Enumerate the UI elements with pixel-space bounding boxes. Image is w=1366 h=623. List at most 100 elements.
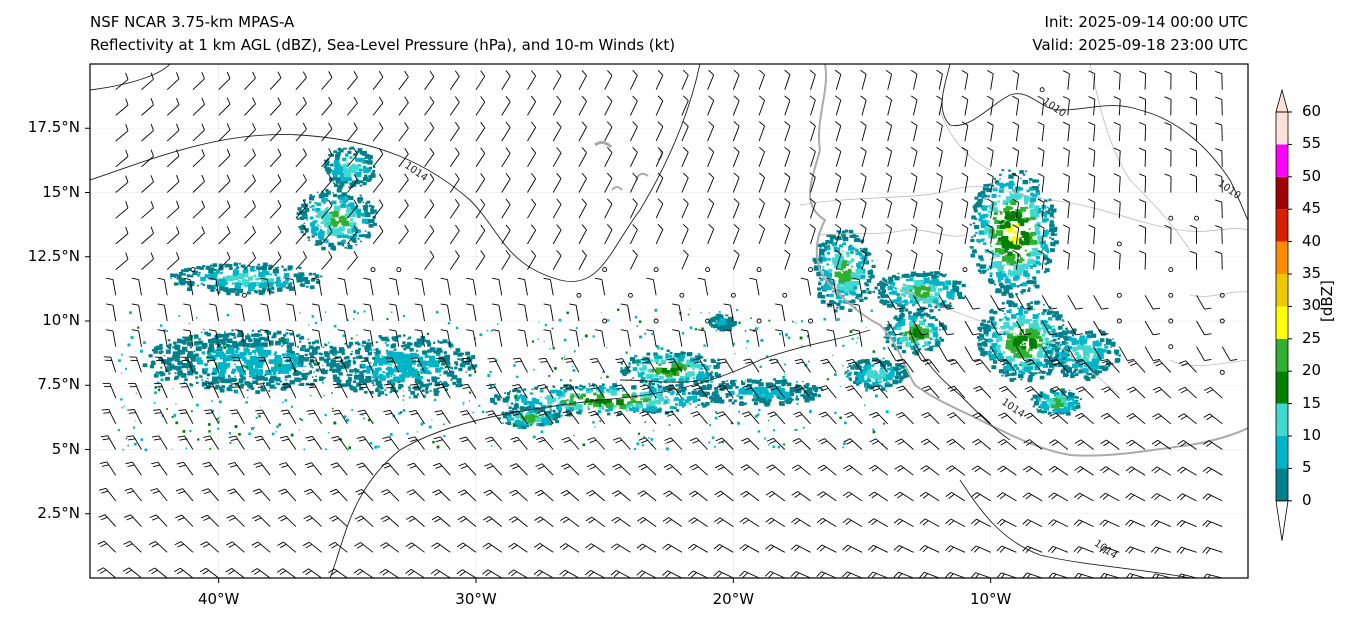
wind-barb <box>1151 466 1172 476</box>
wind-barb <box>732 95 740 116</box>
wind-barb <box>1093 320 1109 336</box>
wind-barb <box>115 201 129 219</box>
wind-barb <box>944 572 966 578</box>
wind-barb <box>1144 320 1161 336</box>
wind-barb <box>681 95 689 116</box>
wind-barb <box>385 357 400 373</box>
wind-barb <box>1189 96 1197 116</box>
wind-barb <box>141 149 154 168</box>
wind-barb <box>329 515 348 527</box>
wind-barb <box>1189 225 1197 244</box>
wind-barb <box>1012 224 1020 244</box>
calm-wind-circle <box>782 292 788 298</box>
wind-barb <box>809 69 816 90</box>
wind-barb <box>578 147 587 168</box>
wind-barb <box>893 518 914 527</box>
wind-barb <box>459 436 477 450</box>
wind-barb <box>461 357 477 373</box>
wind-barb <box>1203 413 1223 425</box>
wind-barb <box>739 570 760 578</box>
wind-barb <box>424 147 435 168</box>
wind-barb <box>589 358 606 373</box>
colorbar-tick-label: 60 <box>1302 102 1322 120</box>
wind-barb <box>843 464 863 476</box>
echo-cluster <box>170 262 323 296</box>
wind-barb <box>640 384 657 399</box>
wind-barb <box>141 123 154 142</box>
wind-barb <box>552 250 562 270</box>
wind-barb <box>681 121 689 142</box>
wind-barb <box>321 122 333 142</box>
wind-barb <box>895 438 914 450</box>
wind-barb <box>1049 412 1069 425</box>
wind-barb <box>852 303 863 322</box>
wind-barb <box>672 329 683 347</box>
wind-barb <box>115 175 129 193</box>
wind-barb <box>543 277 554 296</box>
wind-barb <box>102 382 117 399</box>
wind-barb <box>961 198 969 219</box>
wind-barb <box>791 464 811 476</box>
wind-barb <box>1088 96 1096 116</box>
wind-barb <box>1113 121 1121 142</box>
wind-barb <box>936 69 943 90</box>
map-title: NSF NCAR 3.75-km MPAS-A <box>90 13 295 31</box>
wind-barb <box>244 225 256 245</box>
wind-barb <box>380 489 400 502</box>
wind-barb <box>816 571 837 578</box>
wind-barb <box>1088 173 1096 193</box>
wind-barb <box>180 356 194 373</box>
wind-barb <box>1126 439 1146 450</box>
wind-barb <box>1048 492 1069 502</box>
wind-barb <box>1062 95 1070 116</box>
wind-barb <box>269 122 282 142</box>
wind-barb <box>424 122 435 142</box>
wind-barb <box>166 226 180 245</box>
calm-wind-circle <box>705 267 711 273</box>
wind-barb <box>306 409 322 425</box>
wind-barb <box>255 409 271 425</box>
wind-barbs <box>97 69 1238 578</box>
wind-barb <box>379 542 400 553</box>
wind-barb <box>252 514 271 527</box>
wind-barb <box>384 383 400 399</box>
echo-cluster <box>708 313 737 332</box>
wind-barb <box>860 121 867 142</box>
colorbar-under-extension <box>1275 500 1289 541</box>
wind-barb <box>491 277 503 296</box>
calm-wind-circle <box>1219 292 1225 298</box>
lat-tick-label: 17.5°N <box>27 118 80 137</box>
wind-barb <box>203 435 220 450</box>
wind-barb <box>834 249 842 270</box>
colorbar-tick-label: 40 <box>1302 231 1322 250</box>
wind-barb <box>936 121 943 142</box>
wind-barb <box>784 146 791 167</box>
wind-barb <box>331 436 348 450</box>
wind-barb <box>588 384 606 399</box>
wind-barb <box>885 95 893 116</box>
wind-barb <box>578 224 587 245</box>
wind-barb <box>860 249 867 270</box>
wind-barb <box>1088 121 1096 142</box>
wind-barb <box>1176 519 1197 528</box>
wind-barb <box>329 488 348 502</box>
wind-barb <box>947 385 966 399</box>
wind-barb <box>707 95 715 116</box>
wind-barb <box>893 545 914 553</box>
wind-barb <box>870 411 889 425</box>
wind-barb <box>948 359 966 373</box>
wind-barb <box>1012 147 1020 167</box>
wind-barb <box>166 123 180 142</box>
wind-barb <box>1101 386 1120 399</box>
wind-barb <box>662 517 683 527</box>
lon-tick-label: 10°W <box>969 590 1012 608</box>
wind-barb <box>295 97 307 116</box>
wind-barb <box>672 303 683 322</box>
wind-barb <box>359 357 374 373</box>
wind-barb <box>199 567 219 578</box>
wind-barb <box>896 385 914 399</box>
wind-barb <box>552 224 562 245</box>
wind-barb <box>527 198 537 219</box>
wind-barb <box>321 225 333 245</box>
wind-barb <box>1127 360 1146 373</box>
